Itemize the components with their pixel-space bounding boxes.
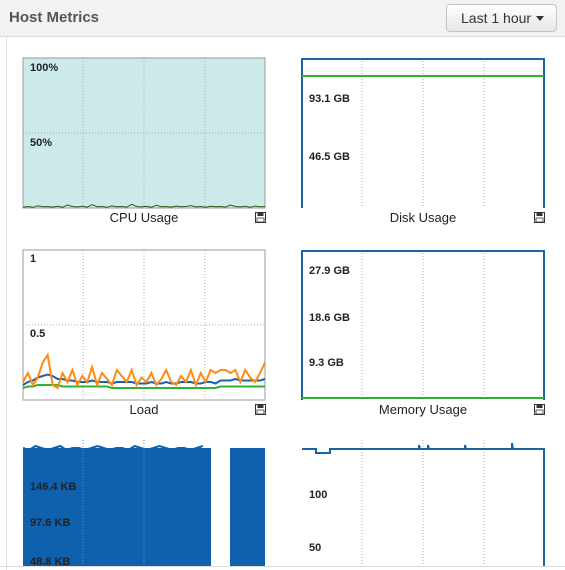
network-chart: 146.4 KB 97.6 KB 48.8 KB: [22, 440, 265, 568]
processes-plot: 100 50: [302, 440, 545, 566]
cpu-usage-chart: 100% 50% CPU Usage: [22, 57, 266, 225]
y-tick-100: 100%: [30, 62, 58, 74]
caret-down-icon: [536, 16, 544, 21]
load-1m-line: [22, 352, 266, 390]
load-chart: 1 0.5 Load: [22, 249, 266, 417]
cpu-series-line: [22, 203, 266, 208]
network-area: [23, 448, 211, 566]
y-tick-27gb: 27.9 GB: [309, 265, 350, 277]
network-plot: 146.4 KB 97.6 KB 48.8 KB: [22, 440, 265, 568]
processes-line: [302, 442, 545, 566]
disk-total-line: [301, 58, 545, 208]
y-tick-18gb: 18.6 GB: [309, 312, 350, 324]
load-title: Load: [129, 402, 159, 417]
y-tick-1: 1: [30, 253, 36, 265]
network-series-line: [22, 444, 204, 452]
y-tick-9gb: 9.3 GB: [309, 357, 344, 369]
memory-usage-plot: 27.9 GB 18.6 GB 9.3 GB: [301, 250, 545, 400]
memory-total-line: [301, 250, 545, 400]
cpu-usage-title: CPU Usage: [109, 210, 179, 225]
y-tick-50: 50: [309, 542, 321, 554]
disk-usage-title: Disk Usage: [389, 210, 457, 225]
metrics-panel: [6, 37, 565, 570]
y-tick-100: 100: [309, 489, 327, 501]
load-5m-line: [22, 373, 266, 386]
cpu-usage-plot: 100% 50%: [22, 57, 266, 209]
y-tick-93gb: 93.1 GB: [309, 93, 350, 105]
load-15m-line: [22, 384, 265, 389]
processes-chart: 100 50: [302, 440, 545, 566]
save-icon[interactable]: [534, 404, 545, 415]
page-title: Host Metrics: [9, 9, 100, 26]
memory-usage-title: Memory Usage: [378, 402, 468, 417]
y-tick-0.5: 0.5: [30, 328, 45, 340]
network-area: [230, 448, 265, 566]
disk-usage-plot: 93.1 GB 46.5 GB: [301, 58, 545, 208]
save-icon[interactable]: [255, 212, 266, 223]
time-range-label: Last 1 hour: [461, 10, 532, 26]
y-tick-50: 50%: [30, 137, 52, 149]
y-tick-46gb: 46.5 GB: [309, 151, 350, 163]
load-plot: 1 0.5: [22, 249, 266, 401]
memory-usage-chart: 27.9 GB 18.6 GB 9.3 GB Memory Usage: [301, 250, 545, 417]
y-tick-146kb: 146.4 KB: [30, 481, 77, 493]
y-tick-97kb: 97.6 KB: [30, 517, 70, 529]
save-icon[interactable]: [255, 404, 266, 415]
disk-usage-chart: 93.1 GB 46.5 GB Disk Usage: [301, 58, 545, 225]
y-tick-48kb: 48.8 KB: [30, 556, 70, 568]
save-icon[interactable]: [534, 212, 545, 223]
time-range-dropdown[interactable]: Last 1 hour: [446, 4, 557, 32]
bottom-divider: [0, 566, 565, 567]
page-header: Host Metrics Last 1 hour: [0, 0, 565, 37]
